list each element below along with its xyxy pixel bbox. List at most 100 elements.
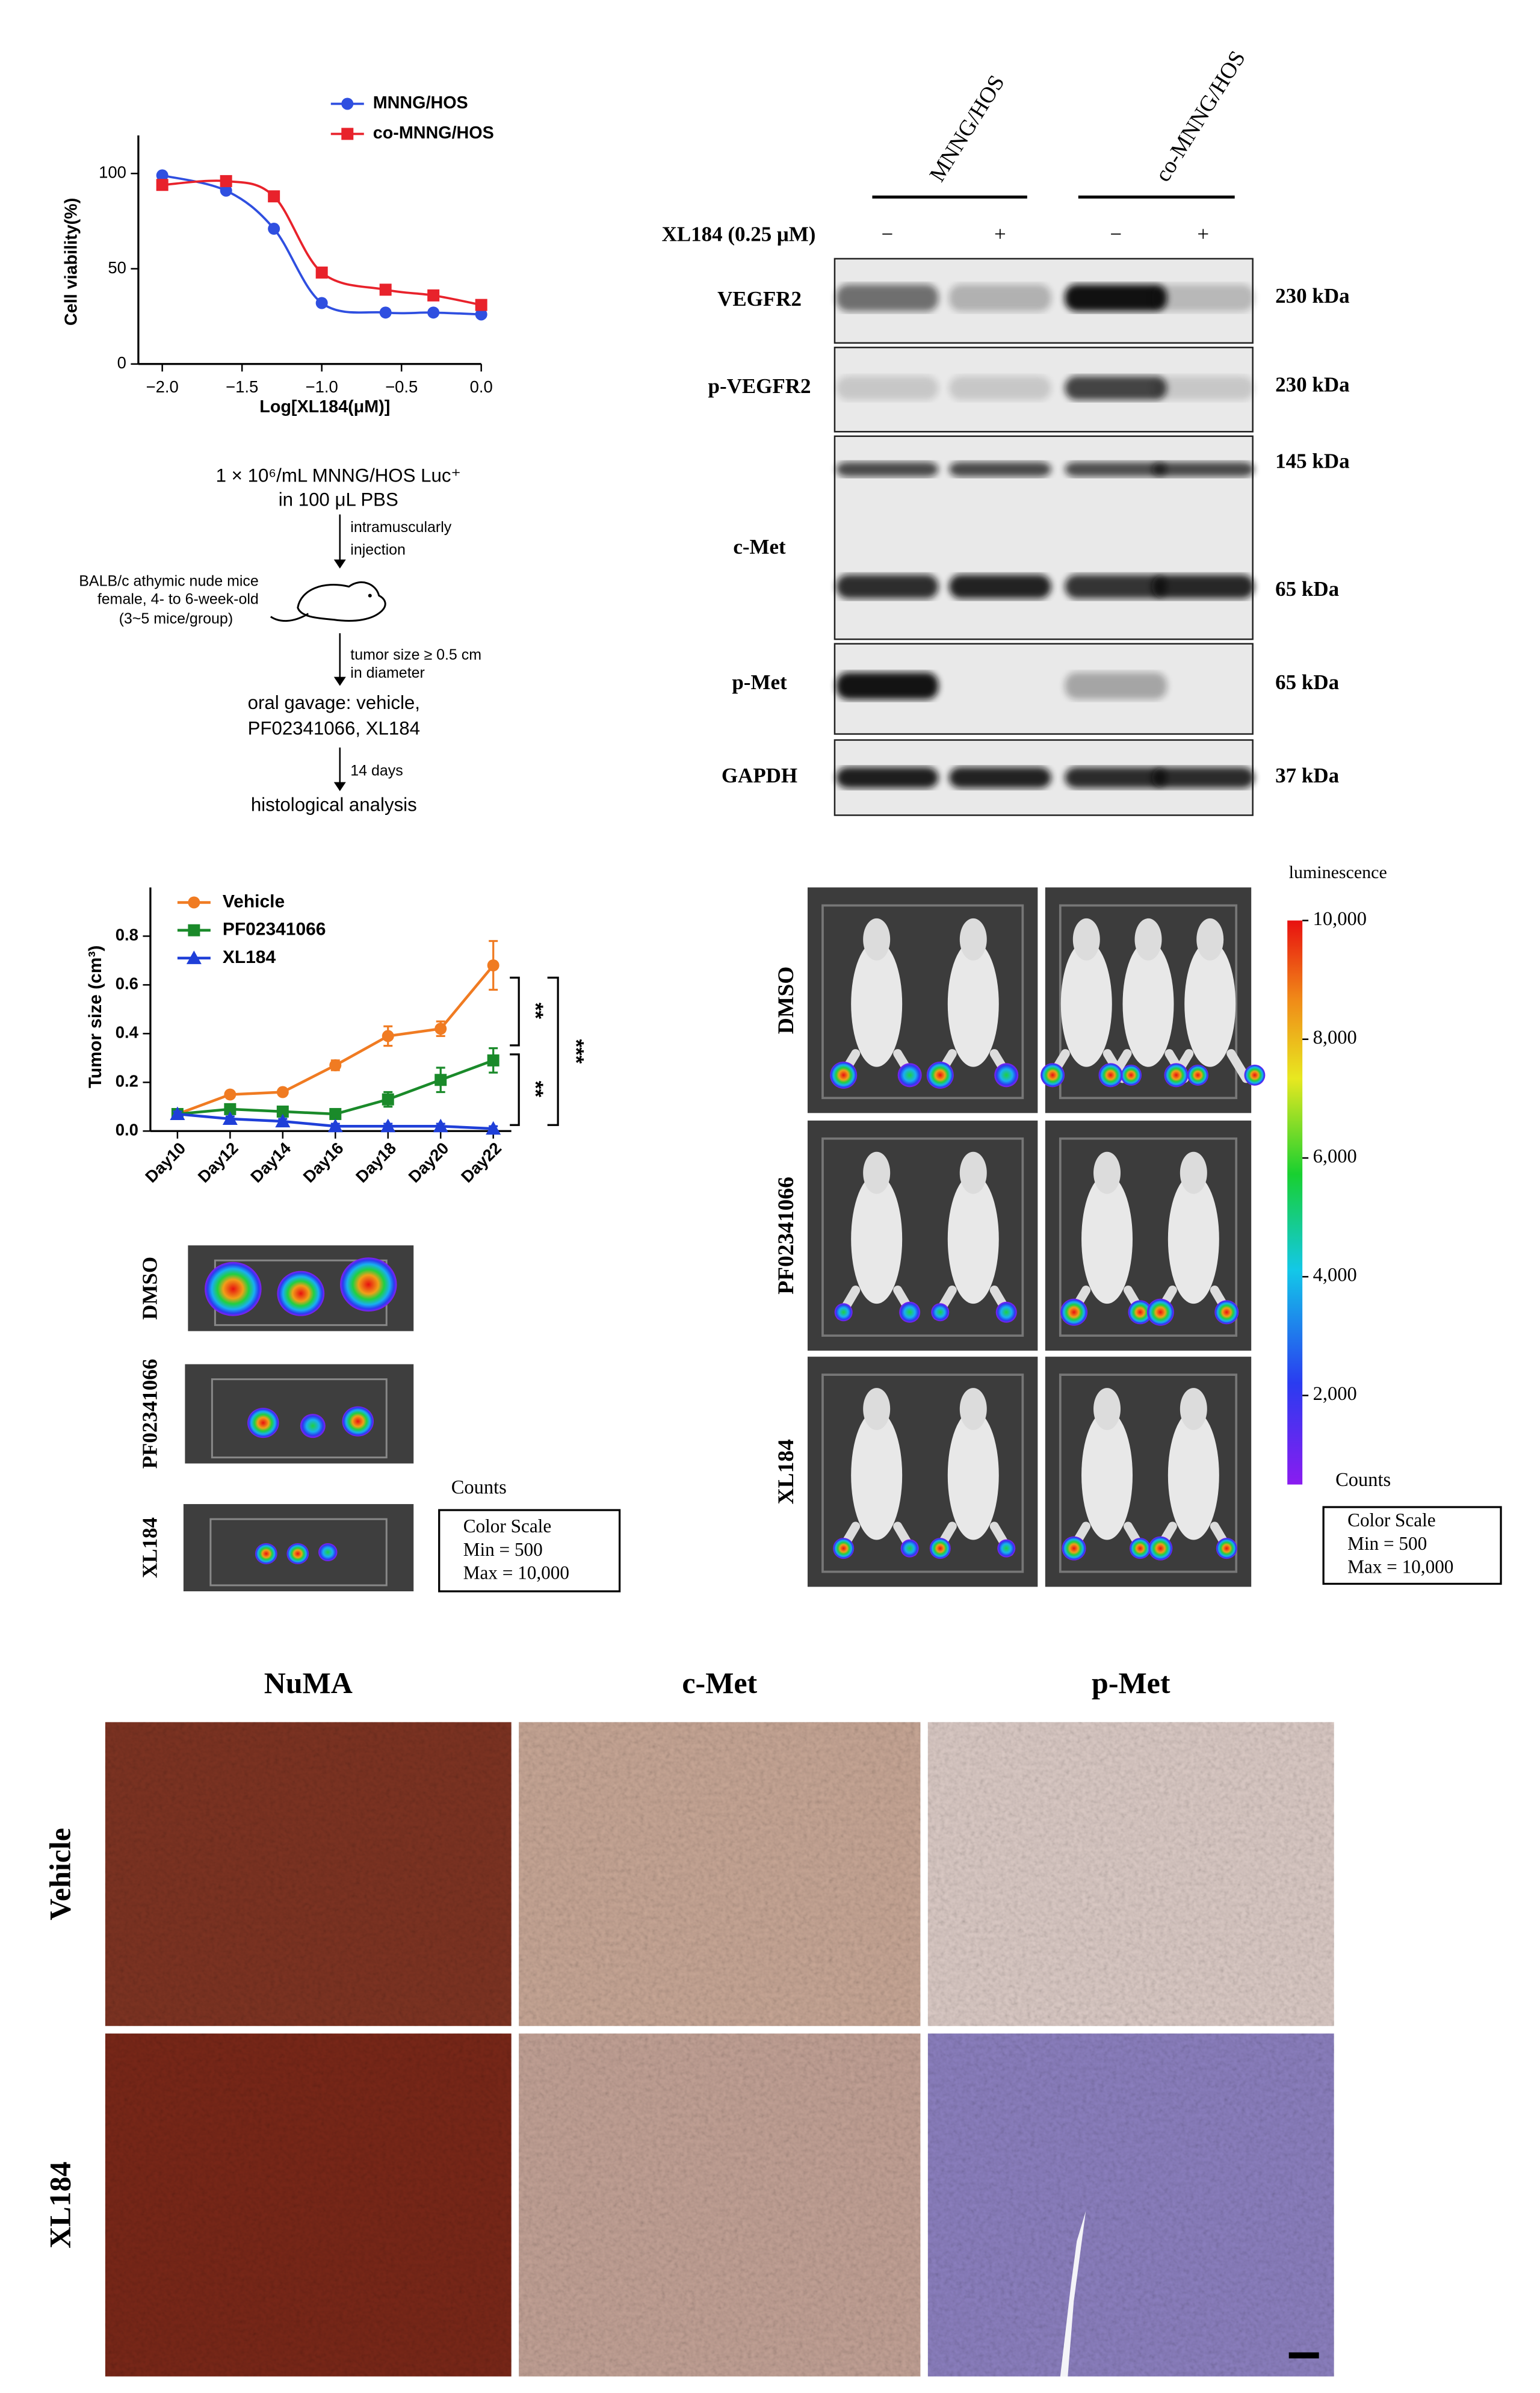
mouse-body	[1184, 941, 1236, 1067]
band	[1152, 462, 1255, 477]
column-header: NuMA	[264, 1666, 353, 1700]
treatment-sign: −	[1110, 222, 1122, 246]
luminescence-signal	[834, 1303, 853, 1322]
schematic-text: tumor size ≥ 0.5 cm	[350, 646, 481, 663]
mouse-head	[1072, 918, 1100, 961]
marker	[487, 959, 499, 971]
scale-text: Color Scale	[1347, 1509, 1436, 1531]
significance: ***	[564, 1039, 587, 1063]
luminescence-signal	[997, 1539, 1016, 1558]
marker	[276, 1105, 289, 1118]
mouse-body	[1167, 1410, 1219, 1540]
imaging-tray	[821, 904, 1024, 1100]
x-tick-label: Day10	[141, 1139, 189, 1186]
imaging-tray	[1059, 904, 1238, 1100]
luminescence-signal	[929, 1538, 951, 1559]
mouse-body	[851, 1410, 903, 1540]
marker	[268, 190, 280, 203]
mouse-body	[947, 1174, 999, 1304]
treatment-sign: +	[1197, 222, 1209, 246]
y-tick-label: 0.4	[116, 1023, 139, 1042]
size-label: 37 kDa	[1275, 764, 1339, 787]
luminescence-signal	[286, 1543, 309, 1565]
y-tick-label: 0.8	[116, 926, 138, 944]
group-label: DMSO	[774, 967, 799, 1034]
row-label: XL184	[43, 2161, 76, 2248]
size-label: 65 kDa	[1275, 577, 1339, 601]
lane-group-label: MNNG/HOS	[925, 71, 1010, 186]
arrow-head	[333, 782, 346, 791]
size-label: 145 kDa	[1275, 450, 1349, 473]
luminescence-signal	[1244, 1064, 1266, 1086]
histology-texture	[927, 2033, 1334, 2377]
band	[1152, 574, 1255, 599]
size-label: 65 kDa	[1275, 670, 1339, 694]
luminescence-signal	[340, 1257, 397, 1312]
x-tick-label: Day16	[299, 1139, 347, 1186]
group-label: XL184	[138, 1517, 161, 1578]
band	[836, 462, 939, 477]
marker	[275, 1113, 291, 1128]
schematic-text: intramuscularly	[350, 519, 452, 536]
marker	[341, 128, 354, 140]
mouse-body	[1122, 941, 1174, 1067]
marker	[224, 1088, 237, 1101]
x-tick-label: 0.0	[470, 377, 493, 396]
scale-text: Max = 10,000	[1347, 1556, 1453, 1577]
histology-texture	[519, 2033, 921, 2377]
mouse-body	[1081, 1410, 1133, 1540]
imaging-tray	[211, 1378, 388, 1459]
marker	[170, 1106, 185, 1120]
legend-label: co-MNNG/HOS	[373, 123, 494, 143]
mouse-body	[947, 941, 999, 1067]
imaging-tray	[1059, 1373, 1238, 1573]
luminescence-signal	[1041, 1063, 1065, 1088]
y-tick-label: 0.6	[116, 974, 138, 993]
scale-text: Min = 500	[463, 1539, 543, 1560]
luminescence-signal	[1216, 1538, 1237, 1559]
legend-label: MNNG/HOS	[373, 93, 468, 113]
marker	[276, 1086, 289, 1098]
luminescence-signal	[1060, 1298, 1088, 1326]
row-label: VEGFR2	[717, 287, 802, 311]
significance: **	[524, 1081, 547, 1098]
imaging-tray	[821, 1137, 1024, 1337]
marker	[475, 299, 487, 311]
marker	[341, 98, 354, 110]
size-label: 230 kDa	[1275, 373, 1349, 396]
x-tick-label: Day22	[457, 1139, 505, 1186]
colorbar-tick-label: 8,000	[1313, 1027, 1357, 1048]
x-tick-label: −1.5	[226, 377, 258, 396]
band	[1065, 284, 1167, 312]
bracket	[547, 976, 559, 1126]
group-label: XL184	[774, 1439, 799, 1505]
group-label: PF02341066	[138, 1359, 161, 1469]
band	[1065, 767, 1167, 788]
y-tick-label: 0	[117, 353, 126, 372]
mouse-head	[1093, 1388, 1121, 1431]
band	[948, 376, 1051, 400]
bracket	[510, 1053, 520, 1126]
row-label: GAPDH	[722, 764, 797, 787]
luminescence-signal	[1098, 1063, 1123, 1088]
marker	[186, 950, 202, 964]
luminescence-signal	[833, 1538, 855, 1559]
luminescence-signal	[899, 1301, 921, 1323]
scale-box	[438, 1509, 621, 1593]
schematic-text: PF02341066, XL184	[248, 717, 420, 738]
arrow-head	[333, 676, 346, 686]
colorbar-tick-label: 6,000	[1313, 1145, 1357, 1167]
legend-label: PF02341066	[223, 920, 326, 940]
mouse-body	[851, 1174, 903, 1304]
tissue-crack	[1060, 2211, 1086, 2377]
row-label: p-VEGFR2	[708, 374, 811, 398]
column-header: p-Met	[1092, 1666, 1170, 1700]
band	[948, 767, 1051, 788]
luminescence-signal	[1146, 1298, 1174, 1326]
band	[1065, 462, 1167, 477]
mouse-head	[959, 1388, 987, 1431]
marker	[224, 1103, 237, 1115]
scale-text: Max = 10,000	[463, 1562, 569, 1583]
group-label: PF02341066	[774, 1177, 799, 1295]
mouse-head	[863, 1151, 891, 1194]
